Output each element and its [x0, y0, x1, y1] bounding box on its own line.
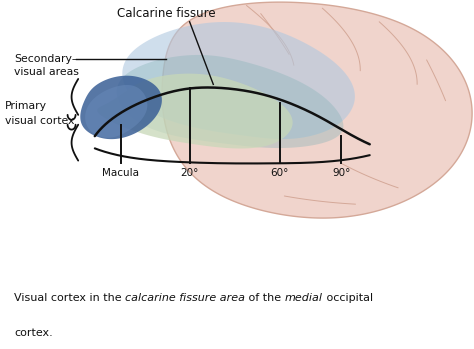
Text: medial: medial: [285, 293, 323, 303]
Text: of the: of the: [246, 293, 285, 303]
Text: occipital: occipital: [323, 293, 373, 303]
Text: visual areas: visual areas: [14, 67, 79, 77]
Text: calcarine fissure area: calcarine fissure area: [125, 293, 246, 303]
Polygon shape: [85, 85, 147, 138]
Text: Calcarine fissure: Calcarine fissure: [117, 7, 215, 20]
Polygon shape: [162, 2, 472, 218]
Polygon shape: [117, 55, 343, 148]
Polygon shape: [97, 74, 292, 148]
Text: Primary: Primary: [5, 101, 47, 111]
Text: cortex.: cortex.: [14, 328, 53, 338]
Text: visual cortex: visual cortex: [5, 116, 74, 126]
Text: 60°: 60°: [271, 168, 289, 178]
Text: 90°: 90°: [332, 168, 350, 178]
Text: 20°: 20°: [181, 168, 199, 178]
Polygon shape: [80, 76, 162, 139]
Text: Macula: Macula: [102, 168, 139, 178]
Text: Secondary–: Secondary–: [14, 53, 78, 64]
Text: Visual cortex in the: Visual cortex in the: [14, 293, 125, 303]
Polygon shape: [122, 22, 355, 139]
